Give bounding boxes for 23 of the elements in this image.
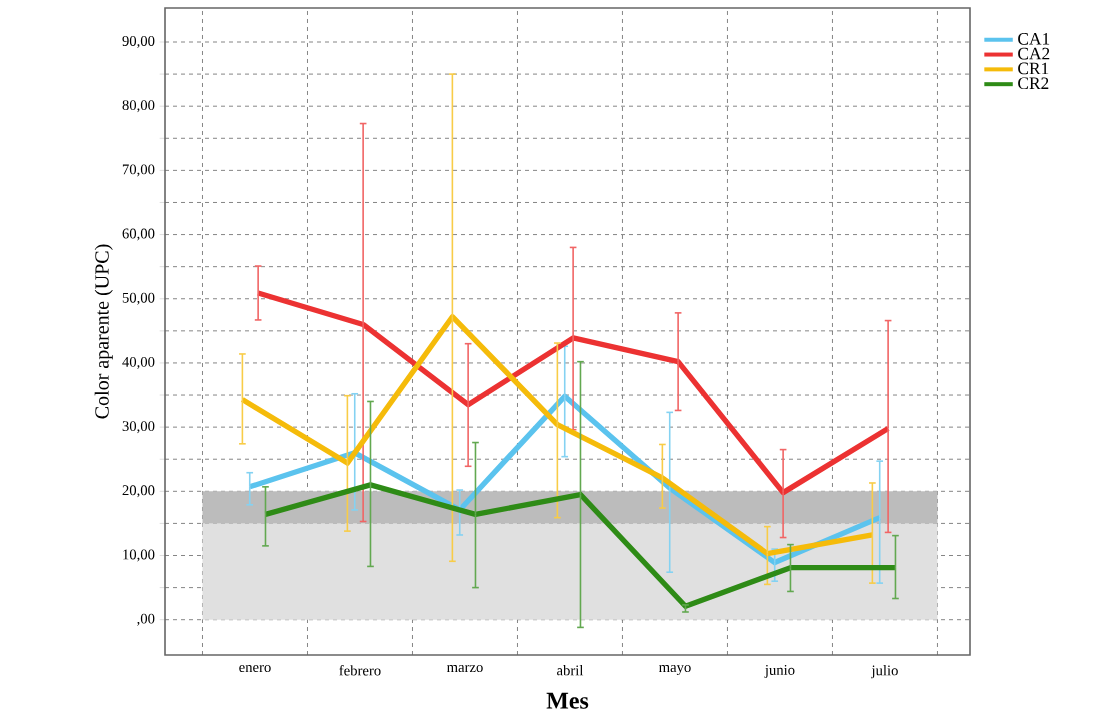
y-tick-label: 60,00 — [122, 228, 155, 241]
legend-label: CA1 — [1018, 33, 1050, 45]
y-tick-label: 40,00 — [122, 356, 155, 369]
y-tick-label: ,00 — [137, 613, 155, 626]
x-tick-label: abril — [557, 665, 584, 676]
x-tick-label: marzo — [446, 665, 483, 673]
y-tick-label: 50,00 — [122, 292, 155, 305]
y-tick-label: 70,00 — [122, 164, 155, 177]
y-tick-label: 90,00 — [122, 36, 155, 49]
x-tick-label: febrero — [339, 665, 381, 676]
y-tick-label: 80,00 — [122, 100, 155, 113]
x-tick-label: julio — [871, 665, 898, 679]
y-tick-label: 20,00 — [122, 485, 155, 498]
legend-label: CA2 — [1018, 47, 1050, 60]
x-tick-label: mayo — [658, 665, 691, 676]
legend-label: CR1 — [1018, 62, 1049, 75]
y-axis-title: Color aparente (UPC) — [94, 244, 113, 419]
y-tick-label: 30,00 — [122, 421, 155, 434]
y-tick-label: 10,00 — [123, 549, 155, 562]
x-tick-label: junio — [764, 665, 795, 678]
x-axis-title: Mes — [546, 692, 589, 709]
legend-label: CR2 — [1018, 77, 1049, 90]
x-tick-label: enero — [239, 665, 271, 673]
